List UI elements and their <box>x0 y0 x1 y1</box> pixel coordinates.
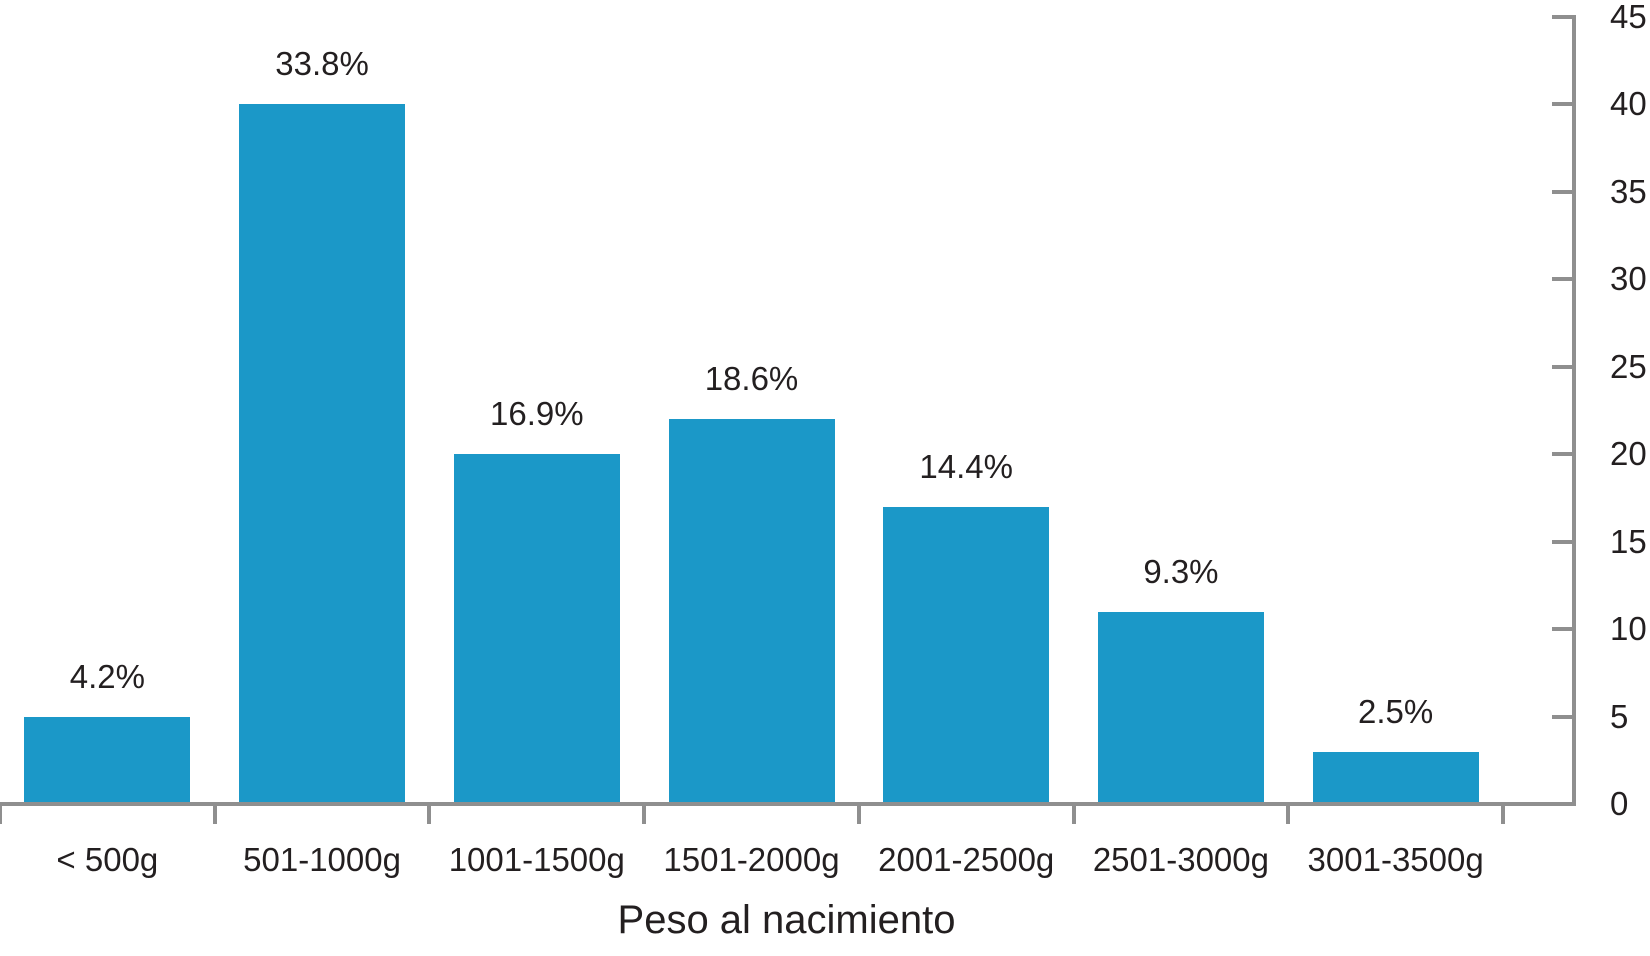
y-tick-label: 15 <box>1610 522 1647 560</box>
x-axis-line <box>0 802 1576 806</box>
x-tick-label: 2001-2500g <box>878 841 1055 878</box>
bar-value-label: 2.5% <box>1358 692 1434 730</box>
y-axis-tick <box>1552 102 1572 106</box>
x-axis-tick <box>427 806 432 824</box>
x-tick-label: < 500g <box>56 841 159 878</box>
x-axis-tick <box>1286 806 1291 824</box>
bar-5 <box>883 506 1050 804</box>
bar-1 <box>24 716 191 804</box>
x-tick-label: 1501-2000g <box>663 841 840 878</box>
y-axis-tick <box>1552 189 1572 194</box>
x-tick-label: 2501-3000g <box>1092 841 1269 878</box>
bar-3 <box>453 454 620 804</box>
x-tick-label: 1001-1500g <box>448 841 625 878</box>
y-tick-label: 30 <box>1610 260 1647 297</box>
bar-6 <box>1097 611 1264 804</box>
bar-7 <box>1312 751 1479 804</box>
y-axis-tick <box>1552 364 1572 369</box>
y-axis-line <box>1572 14 1576 806</box>
y-axis-tick <box>1552 627 1572 631</box>
bar-value-label: 33.8% <box>275 45 369 82</box>
bar-2 <box>239 104 406 804</box>
bar-value-label: 18.6% <box>704 360 799 397</box>
y-tick-label: 5 <box>1610 697 1629 735</box>
y-tick-label: 10 <box>1610 610 1647 647</box>
y-axis-tick <box>1552 714 1572 719</box>
bar-value-label: 9.3% <box>1143 552 1219 590</box>
x-axis-tick <box>0 806 2 824</box>
bar-value-label: 14.4% <box>919 447 1013 485</box>
x-axis-tick <box>642 806 647 824</box>
y-axis-tick <box>1552 14 1572 19</box>
y-tick-label: 45 <box>1610 0 1647 35</box>
y-tick-label: 40 <box>1610 85 1647 122</box>
y-axis-tick <box>1552 277 1572 281</box>
y-tick-label: 20 <box>1610 435 1647 472</box>
x-axis-tick <box>1071 806 1076 824</box>
bar-value-label: 16.9% <box>489 395 584 432</box>
bar-value-label: 4.2% <box>69 657 145 695</box>
x-tick-label: 3001-3500g <box>1307 841 1484 878</box>
y-tick-label: 35 <box>1610 172 1647 210</box>
x-axis-tick <box>212 806 217 824</box>
y-tick-label: 25 <box>1610 347 1647 385</box>
y-tick-label: 0 <box>1610 785 1629 822</box>
x-axis-tick <box>856 806 861 824</box>
y-axis-tick <box>1552 539 1572 544</box>
y-axis-tick <box>1552 452 1572 456</box>
x-axis-title: Peso al nacimiento <box>617 898 956 942</box>
bar-4 <box>668 419 835 804</box>
x-tick-label: 501-1000g <box>243 841 401 878</box>
x-axis-tick <box>1501 806 1505 824</box>
